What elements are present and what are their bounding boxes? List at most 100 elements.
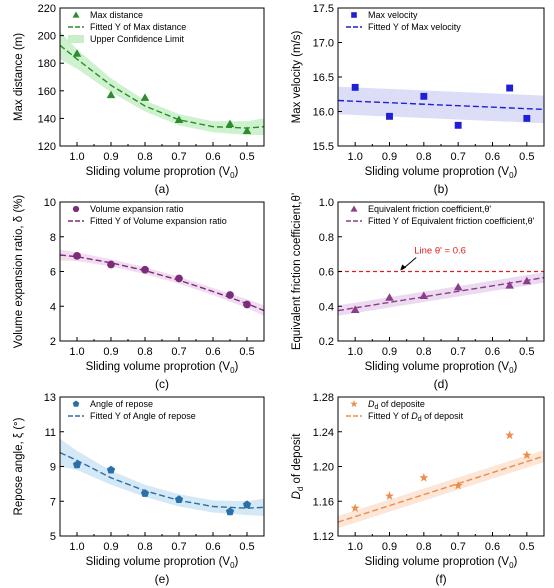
x-tick-label: 1.0	[69, 151, 84, 163]
y-tick-label: 0.6	[319, 267, 334, 279]
y-tick-label: 17.0	[313, 38, 334, 50]
data-point	[505, 430, 515, 440]
data-point	[225, 507, 235, 516]
y-axis-label: Volume expansion ratio, δ (%)	[13, 195, 25, 349]
data-point	[350, 503, 360, 512]
fit-line	[60, 44, 264, 129]
x-tick-label: 0.7	[451, 541, 466, 553]
x-tick-label: 0.7	[171, 541, 186, 553]
y-tick-label: 0.8	[319, 232, 334, 244]
x-tick-label: 0.9	[103, 346, 118, 358]
y-axis-label: Dd of deposit	[291, 433, 305, 500]
x-tick-label: 0.9	[382, 151, 397, 163]
y-tick-label: 1.0	[319, 197, 334, 209]
x-tick-label: 0.6	[485, 541, 500, 553]
legend-marker	[350, 400, 358, 408]
legend: Angle of repose Fitted Y of Angle of repo…	[68, 399, 196, 421]
data-point	[225, 119, 235, 128]
data-point	[243, 300, 251, 309]
legend: Max distance Fitted Y of Max distance Uppe…	[68, 10, 186, 44]
y-tick-label: 1.24	[313, 427, 334, 439]
legend-label: Fitted Y of Max velocity	[368, 22, 461, 32]
data-point	[140, 489, 150, 497]
data-point	[523, 114, 531, 122]
x-tick-label: 0.9	[382, 541, 397, 553]
data-point	[174, 495, 184, 503]
data-point	[175, 274, 183, 283]
y-tick-label: 13	[44, 392, 56, 404]
data-point	[242, 500, 252, 509]
data-point	[419, 473, 429, 482]
y-tick-label: 15.5	[313, 141, 334, 153]
y-tick-label: 200	[38, 31, 56, 43]
x-axis-label: Sliding volume proprotion (V0)	[365, 361, 518, 375]
x-tick-label: 0.9	[103, 541, 118, 553]
data-point	[522, 450, 532, 459]
data-point	[506, 84, 514, 92]
y-tick-label: 160	[38, 86, 56, 98]
y-tick-label: 9	[50, 462, 56, 474]
panel-c: 1.0 0.9 0.8 0.7 0.6 0.5 2 4 6 8 10 Sliding volume p…	[13, 195, 265, 391]
data-point	[420, 92, 428, 100]
y-tick-label: 1.20	[313, 462, 334, 474]
data-point	[140, 93, 150, 101]
panel-label: (b)	[434, 182, 449, 196]
x-tick-label: 0.5	[519, 541, 534, 553]
y-tick-label: 2	[50, 336, 56, 348]
x-axis-label: Sliding volume proprotion (V0)	[86, 556, 239, 570]
x-axis-label: Sliding volume proprotion (V0)	[365, 556, 518, 570]
y-tick-label: 8	[50, 232, 56, 244]
data-point	[141, 265, 149, 274]
data-point	[242, 126, 252, 135]
panel-label: (c)	[155, 377, 169, 391]
x-tick-label: 0.5	[519, 346, 534, 358]
data-point	[73, 251, 81, 260]
legend: Volume expansion ratio Fitted Y of Volume…	[68, 204, 227, 226]
y-tick-label: 0.2	[319, 336, 334, 348]
data-point	[106, 90, 116, 99]
x-tick-label: 0.6	[485, 151, 500, 163]
y-tick-label: 17.5	[313, 3, 334, 15]
x-tick-label: 0.8	[416, 151, 431, 163]
legend-label: Fitted Y of Max distance	[90, 22, 186, 32]
data-point	[107, 260, 115, 269]
x-tick-label: 0.7	[451, 151, 466, 163]
x-tick-label: 0.5	[239, 346, 254, 358]
y-tick-label: 5	[50, 531, 56, 543]
legend-label: Max velocity	[368, 10, 418, 20]
y-tick-label: 120	[38, 141, 56, 153]
data-point	[505, 281, 514, 289]
data-point	[454, 121, 462, 129]
legend-marker	[350, 205, 358, 212]
legend-label: Dd of deposite	[368, 399, 425, 411]
fit-line	[60, 451, 264, 509]
panel-a: 1.0 0.9 0.8 0.7 0.6 0.5 120 140 160 180 200 220 Slid…	[13, 3, 265, 196]
panel-b: 1.0 0.9 0.8 0.7 0.6 0.5 15.5 16.0 16.5 17.0 17.5 Sl…	[291, 3, 545, 196]
x-tick-label: 0.5	[519, 151, 534, 163]
legend-band-swatch	[68, 35, 84, 43]
x-axis-label: Sliding volume proprotion (V0)	[86, 166, 239, 180]
x-tick-label: 0.9	[103, 151, 118, 163]
legend: Equivalent friction coefficient,θ' Fitted…	[346, 204, 535, 226]
x-tick-label: 0.6	[205, 151, 220, 163]
y-tick-label: 220	[38, 3, 56, 15]
arrow-head	[400, 264, 407, 271]
panel-f: 1.0 0.9 0.8 0.7 0.6 0.5 1.12 1.16 1.20 1.24 1.28 Sl…	[291, 392, 545, 586]
threshold-line-label: Line θ' = 0.6	[414, 246, 466, 257]
y-axis-label: Max distance (m)	[13, 33, 25, 121]
y-tick-label: 1.28	[313, 392, 334, 404]
y-tick-label: 180	[38, 58, 56, 70]
y-axis-label: Max velocity (m/s)	[291, 31, 303, 124]
y-tick-label: 10	[44, 197, 56, 209]
x-tick-label: 0.8	[416, 346, 431, 358]
x-tick-label: 0.5	[239, 151, 254, 163]
y-tick-label: 6	[50, 267, 56, 279]
legend-label: Fitted Y of Equivalent friction coeffici…	[368, 216, 535, 226]
x-tick-label: 0.5	[239, 541, 254, 553]
data-point	[386, 112, 393, 120]
data-point	[72, 49, 82, 57]
panel-label: (d)	[434, 377, 449, 391]
x-axis-label: Sliding volume proprotion (V0)	[365, 166, 518, 180]
